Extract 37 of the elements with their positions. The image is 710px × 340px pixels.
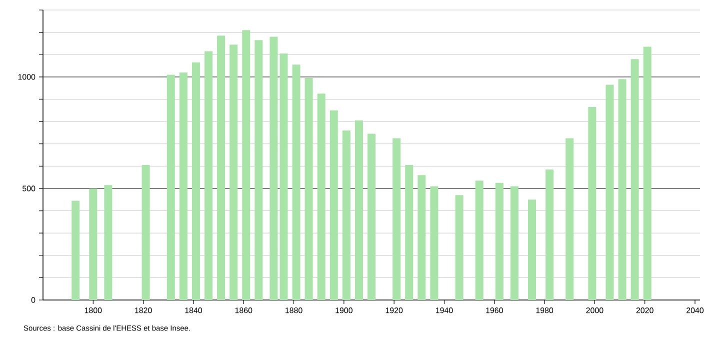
bar: [618, 79, 626, 300]
bar: [405, 165, 414, 300]
bar: [643, 46, 652, 300]
bar: [342, 130, 350, 300]
bar: [292, 64, 300, 300]
bar: [330, 110, 338, 300]
bar: [455, 195, 464, 300]
bar: [566, 138, 574, 300]
bar: [270, 36, 278, 300]
bar: [217, 36, 226, 300]
bar: [280, 54, 288, 300]
bar: [475, 180, 484, 300]
bar: [418, 175, 426, 300]
bar: [588, 107, 596, 300]
bar: [254, 40, 263, 300]
bar: [304, 78, 313, 300]
bar: [89, 188, 98, 300]
bar: [392, 138, 401, 300]
bar: [104, 185, 112, 300]
bar: [192, 62, 200, 300]
bar: [142, 165, 150, 300]
bar: [204, 51, 213, 300]
bar: [368, 134, 376, 300]
bar: [430, 186, 438, 300]
bar: [72, 200, 80, 300]
bar: [317, 94, 326, 300]
bar: [354, 120, 363, 300]
bar: [166, 74, 175, 300]
bar: [510, 186, 518, 300]
bar: [230, 44, 238, 300]
bar: [630, 59, 639, 300]
bar: [546, 170, 554, 300]
bar: [606, 84, 614, 300]
bar: [528, 200, 536, 300]
bar: [495, 182, 504, 300]
bar: [242, 30, 250, 300]
bar: [179, 72, 188, 300]
